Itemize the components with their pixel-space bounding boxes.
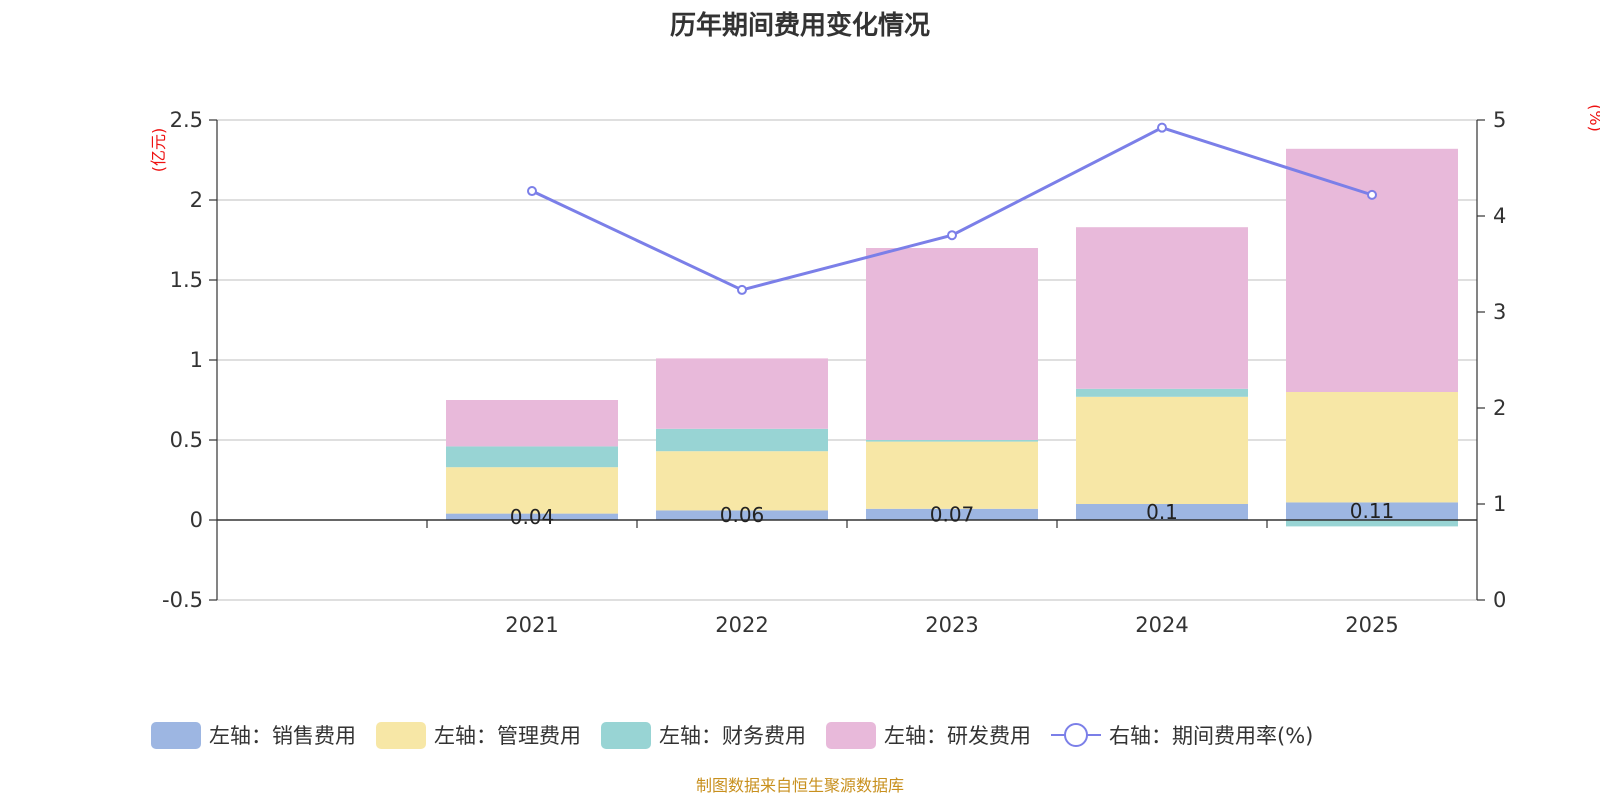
x-axis-tick-label: 2021 [505,613,558,637]
bar [656,451,828,511]
left-axis-tick-label: 1.5 [170,268,203,292]
right-axis-tick-label: 1 [1493,492,1506,516]
right-axis-tick-label: 0 [1493,588,1506,612]
right-axis-tick-label: 4 [1493,204,1506,228]
bar [446,467,618,514]
bar [1076,504,1248,520]
left-axis-tick-label: 2 [190,188,203,212]
legend-label: 左轴：管理费用 [434,724,581,748]
bar [1286,502,1458,520]
bar [866,440,1038,442]
x-axis-tick-label: 2023 [925,613,978,637]
bar [1286,520,1458,527]
bar-data-label: 0.04 [510,505,555,529]
rate-point [1157,122,1167,133]
bar [1076,227,1248,389]
left-axis-tick-label: 0.5 [170,428,203,452]
axis-layer: -0.5 0 0.5 1 1.5 2 2.5 0 1 2 3 4 5 (亿元) (%) 2021 2022 202… [149,104,1600,637]
legend-swatch [601,722,651,749]
legend: 左轴：销售费用 左轴：管理费用 左轴：财务费用 左轴：研发费用 右轴：期间费用率(%) [151,722,1313,749]
bar-label-layer: 0.04 0.06 0.07 0.1 0.11 [510,499,1395,529]
bar-data-label: 0.07 [930,502,975,526]
legend-swatch [376,722,426,749]
line-layer [527,122,1377,295]
left-axis-tick-label: 2.5 [170,108,203,132]
legend-swatch [826,722,876,749]
bar-data-label: 0.06 [720,503,765,527]
rate-point [1367,189,1377,200]
chart-title: 历年期间费用变化情况 [670,10,930,41]
x-axis-tick-label: 2022 [715,613,768,637]
bar [446,446,618,468]
left-axis-unit: (亿元) [149,128,168,173]
bar [866,441,1038,509]
left-axis-tick-label: 1 [190,348,203,372]
grid-layer [217,119,1477,601]
bar [1286,392,1458,503]
bar [656,358,828,429]
bar [1286,148,1458,392]
legend-label: 右轴：期间费用率(%) [1109,724,1313,748]
bar [866,508,1038,520]
legend-label: 左轴：销售费用 [209,724,356,748]
bar [656,510,828,520]
bar-layer [446,148,1458,527]
rate-point [737,284,747,295]
legend-label: 左轴：财务费用 [659,724,806,748]
right-axis-tick-label: 2 [1493,396,1506,420]
legend-label: 左轴：研发费用 [884,724,1031,748]
bar [446,400,618,447]
legend-swatch [151,722,201,749]
left-axis-tick-label: 0 [190,508,203,532]
rate-point [947,230,957,241]
bar [1076,388,1248,397]
bar [446,513,618,520]
x-axis-tick-label: 2025 [1345,613,1398,637]
x-axis-tick-label: 2024 [1135,613,1188,637]
right-axis-tick-label: 3 [1493,300,1506,324]
legend-marker-icon [1064,723,1088,747]
right-axis-tick-label: 5 [1493,108,1506,132]
bar-data-label: 0.11 [1350,499,1395,523]
bar-data-label: 0.1 [1146,500,1178,524]
right-axis-unit: (%) [1586,104,1600,132]
bar [656,428,828,452]
bar [866,248,1038,440]
left-axis-tick-label: -0.5 [162,588,203,612]
rate-point [527,186,537,197]
source-note: 制图数据来自恒生聚源数据库 [696,776,904,795]
bar [1076,396,1248,504]
